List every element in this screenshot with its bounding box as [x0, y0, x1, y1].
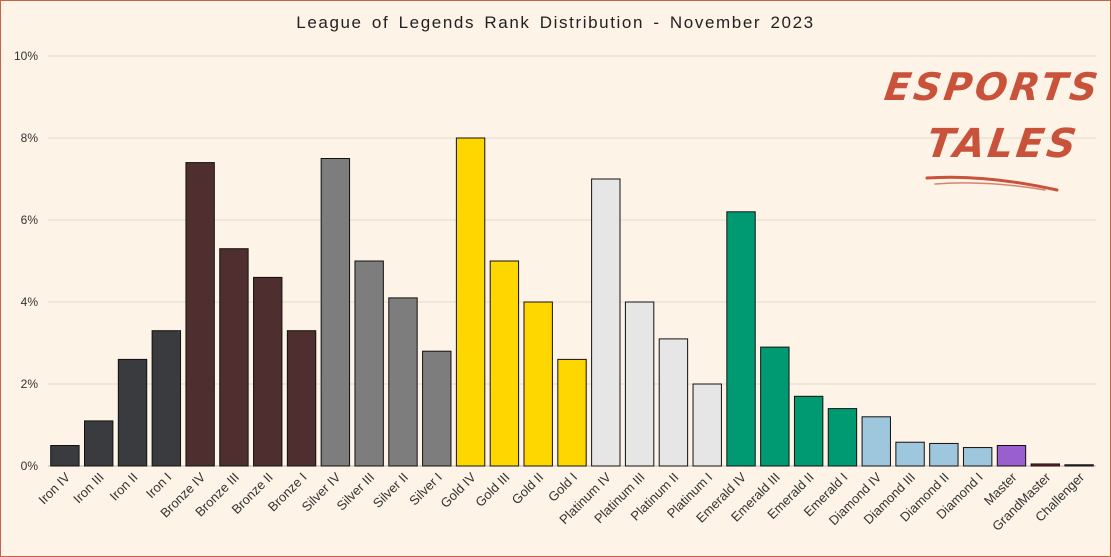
bar-platinum-iv [591, 178, 621, 467]
bar-emerald-iv [726, 211, 756, 467]
x-tick-label: Gold IV [437, 469, 478, 510]
chart-title: League of Legends Rank Distribution - No… [296, 13, 815, 32]
x-tick-label: Gold II [509, 470, 547, 508]
bar-bronze-ii [253, 276, 283, 467]
y-tick-label: 0% [21, 459, 39, 473]
bar-iron-iv [50, 445, 80, 467]
bar-iron-ii [117, 358, 148, 467]
bar-grandmaster [1030, 463, 1060, 467]
x-tick-label: Silver II [370, 470, 411, 511]
x-tick-label: Silver III [333, 470, 377, 514]
bar-gold-ii [523, 301, 553, 467]
logo-line-2: TALES [923, 121, 1082, 167]
y-tick-label: 6% [21, 213, 39, 227]
bar-platinum-i [692, 383, 722, 467]
bar-gold-iii [489, 260, 520, 467]
bar-platinum-ii [658, 338, 689, 467]
x-tick-label: Iron II [107, 470, 141, 504]
bar-bronze-iv [185, 162, 215, 467]
x-tick-label: Gold III [472, 470, 512, 510]
bar-emerald-iii [760, 346, 790, 467]
bar-emerald-ii [793, 395, 824, 467]
y-tick-label: 10% [14, 49, 38, 63]
y-tick-label: 2% [21, 377, 39, 391]
x-tick-label: Iron IV [35, 469, 73, 507]
bar-gold-iv [455, 137, 486, 467]
bar-gold-i [557, 358, 587, 467]
bar-master [996, 445, 1027, 467]
bar-bronze-iii [219, 248, 249, 467]
y-tick-label: 4% [21, 295, 39, 309]
bar-iron-iii [84, 420, 114, 467]
bar-platinum-iii [624, 301, 655, 467]
bar-diamond-iv [861, 416, 891, 467]
bar-bronze-i [286, 330, 317, 467]
esports-tales-logo: ESPORTS TALES [882, 65, 1103, 192]
bar-diamond-ii [929, 442, 959, 467]
bar-silver-iii [354, 260, 384, 467]
y-tick-label: 8% [21, 131, 39, 145]
logo-line-1: ESPORTS [881, 65, 1104, 109]
bar-diamond-i [962, 447, 993, 467]
bars [50, 137, 1094, 467]
bar-emerald-i [827, 408, 858, 467]
y-tick-labels: 0% 2% 4% 6% 8% 10% [14, 49, 38, 473]
bar-iron-i [151, 330, 182, 467]
bar-diamond-iii [895, 441, 925, 467]
bar-silver-ii [388, 297, 418, 467]
bar-silver-i [422, 350, 452, 467]
logo-swoosh [925, 175, 1059, 192]
bar-challenger [1064, 464, 1094, 467]
x-tick-label: Iron III [70, 470, 107, 507]
bar-silver-iv [320, 158, 351, 467]
